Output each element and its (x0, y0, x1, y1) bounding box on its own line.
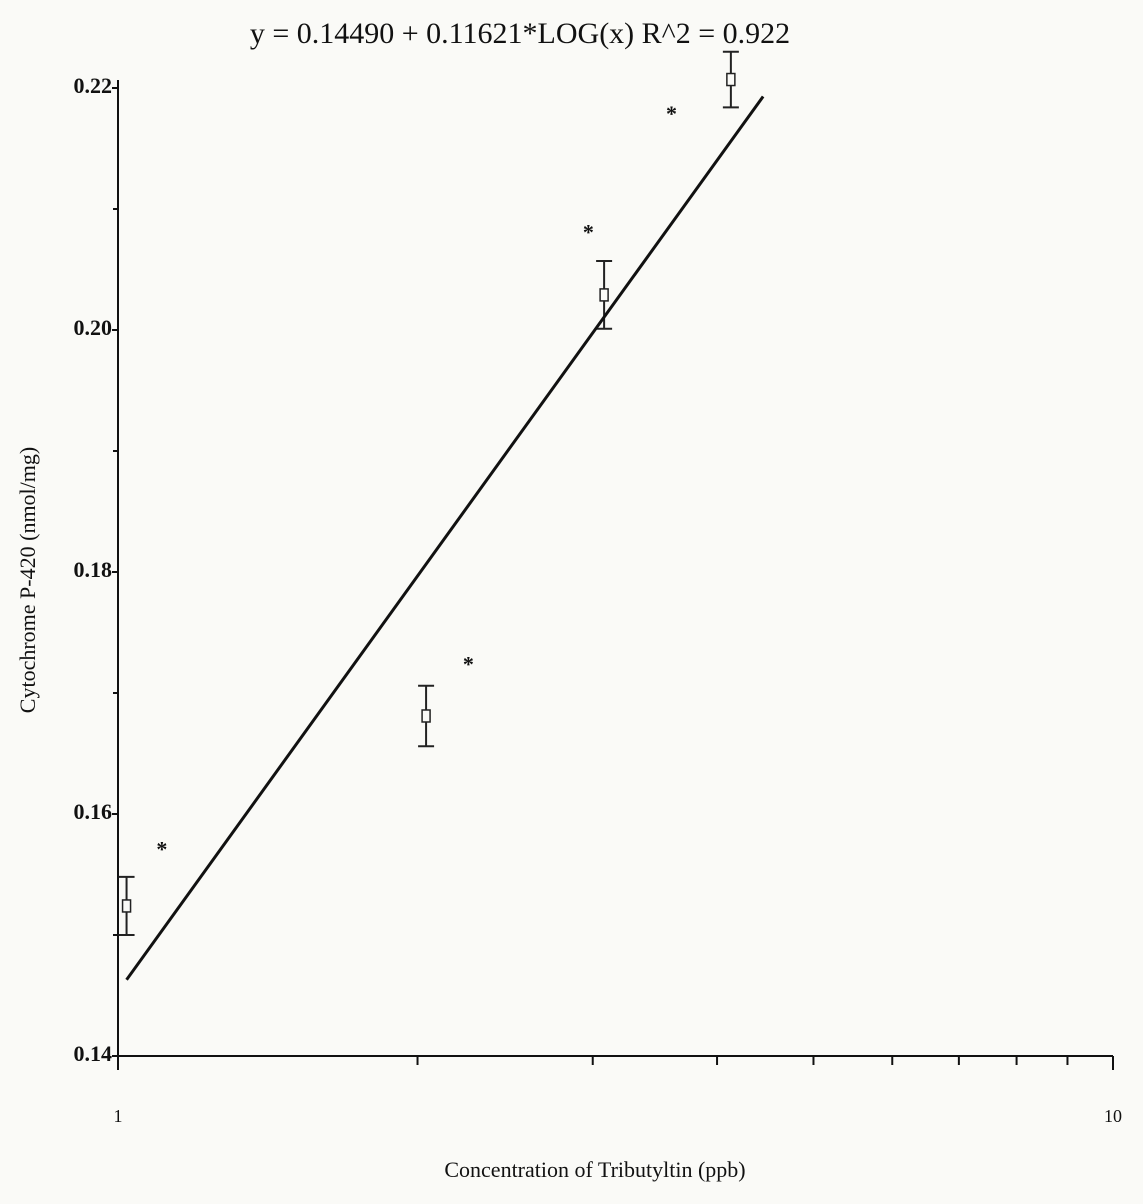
point (123, 900, 131, 912)
y-tick-label: 0.22 (74, 73, 113, 98)
point: * (156, 837, 167, 862)
point: * (463, 652, 474, 677)
y-tick-label: 0.14 (74, 1041, 113, 1066)
y-tick-label: 0.16 (74, 799, 113, 824)
chart: y = 0.14490 + 0.11621*LOG(x) R^2 = 0.922… (0, 0, 1143, 1204)
x-axis-label: Concentration of Tributyltin (ppb) (444, 1157, 745, 1182)
point (600, 289, 608, 301)
chart-title: y = 0.14490 + 0.11621*LOG(x) R^2 = 0.922 (250, 17, 790, 50)
x-tick-label: 10 (1104, 1106, 1122, 1126)
x-tick-label: 1 (114, 1106, 123, 1126)
regression-line (127, 96, 764, 979)
point: * (666, 101, 677, 126)
point (422, 710, 430, 722)
y-tick-label: 0.20 (74, 315, 113, 340)
y-axis-label: Cytochrome P-420 (nmol/mg) (15, 447, 40, 713)
point (727, 74, 735, 86)
point: * (583, 220, 594, 245)
y-tick-label: 0.18 (74, 557, 113, 582)
